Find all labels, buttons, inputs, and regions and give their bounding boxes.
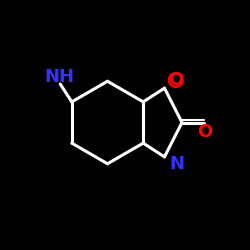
Text: O: O xyxy=(168,71,183,89)
Text: N: N xyxy=(170,155,184,174)
Text: NH: NH xyxy=(44,68,74,86)
Text: O: O xyxy=(197,123,212,141)
